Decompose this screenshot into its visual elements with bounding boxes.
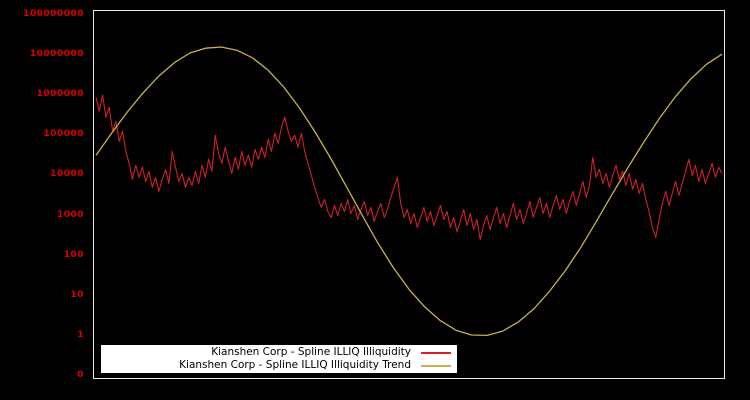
y-tick-label: 1 xyxy=(77,329,84,340)
legend-item: Kianshen Corp - Spline ILLIQ Illiquidity… xyxy=(107,359,451,372)
plot-area: Kianshen Corp - Spline ILLIQ Illiquidity… xyxy=(93,10,725,379)
legend-label-trend: Kianshen Corp - Spline ILLIQ Illiquidity… xyxy=(179,359,411,371)
legend-item: Kianshen Corp - Spline ILLIQ Illiquidity xyxy=(107,346,451,359)
y-axis: 100000000 10000000 1000000 100000 10000 1000 1… xyxy=(0,0,88,400)
y-tick-label: 100000000 xyxy=(23,9,84,19)
y-tick-label: 10 xyxy=(70,289,84,300)
y-tick-label: 0 xyxy=(77,369,84,380)
y-tick-label: 1000 xyxy=(56,209,84,220)
y-tick-label: 10000000 xyxy=(29,49,84,60)
y-tick-label: 1000000 xyxy=(36,89,84,100)
series-illiq xyxy=(95,94,723,241)
legend: Kianshen Corp - Spline ILLIQ Illiquidity… xyxy=(101,345,457,373)
y-tick-label: 100000 xyxy=(43,129,84,140)
series-trend xyxy=(95,46,723,337)
plot-canvas xyxy=(95,46,723,337)
legend-line-sample-trend xyxy=(421,364,451,367)
y-tick-label: 10000 xyxy=(50,169,84,180)
y-tick-label: 100 xyxy=(63,249,84,260)
legend-label-illiquidity: Kianshen Corp - Spline ILLIQ Illiquidity xyxy=(211,346,411,358)
legend-line-sample-illiquidity xyxy=(421,351,451,354)
